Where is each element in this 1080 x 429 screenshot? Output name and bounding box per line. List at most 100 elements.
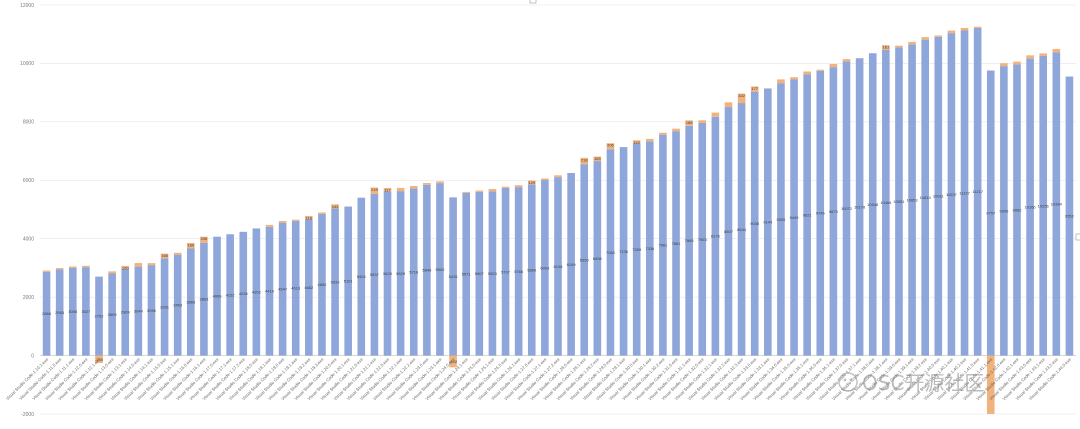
increase-bar xyxy=(396,187,405,192)
increase-bar xyxy=(68,266,77,268)
base-bar xyxy=(68,267,77,356)
base-value-label: 9757 xyxy=(986,211,996,216)
base-bar xyxy=(331,208,339,356)
increase-value-label: 177 xyxy=(751,86,758,91)
increase-value-label: 322 xyxy=(738,93,745,98)
base-bar xyxy=(383,191,392,356)
base-value-label: 10911 xyxy=(933,194,945,199)
y-tick-label: 0 xyxy=(31,353,34,359)
base-bar xyxy=(147,265,156,356)
increase-bar xyxy=(632,140,641,144)
base-bar xyxy=(934,36,943,356)
increase-bar xyxy=(108,271,116,274)
y-tick-label: 4000 xyxy=(23,237,34,243)
increase-bar xyxy=(1039,53,1048,56)
base-bar xyxy=(908,44,916,356)
watermark-logo-icon xyxy=(838,372,858,392)
base-bar xyxy=(868,53,877,356)
base-bar xyxy=(160,258,169,356)
base-bar xyxy=(95,276,103,356)
base-bar xyxy=(449,197,457,356)
increase-value-label: 110 xyxy=(633,140,640,145)
increase-bar xyxy=(554,175,562,178)
base-bar xyxy=(829,67,838,356)
increase-bar xyxy=(1026,55,1034,59)
base-bar xyxy=(855,58,864,356)
base-bar xyxy=(200,242,208,356)
increase-bar xyxy=(370,187,379,194)
base-value-label: 10464 xyxy=(880,200,892,205)
base-value-label: 5033 xyxy=(331,280,341,285)
base-bar xyxy=(226,234,234,356)
base-bar xyxy=(580,164,589,356)
decrease-bar xyxy=(95,355,103,364)
increase-value-label: 158 xyxy=(161,253,168,258)
increase-bar xyxy=(882,45,890,50)
increase-bar xyxy=(803,71,811,75)
increase-value-label: 185 xyxy=(686,120,693,125)
base-value-label: 10166 xyxy=(1025,205,1037,210)
increase-bar xyxy=(42,270,51,272)
base-bar xyxy=(645,141,654,356)
base-bar xyxy=(816,70,825,356)
base-bar xyxy=(724,107,733,356)
base-bar xyxy=(842,61,851,356)
base-value-label: 6550 xyxy=(580,257,590,262)
increase-bar xyxy=(436,181,444,184)
top-resize-handle[interactable] xyxy=(529,0,537,4)
base-bar xyxy=(737,103,746,356)
base-bar xyxy=(659,134,667,356)
base-value-label: 3005 xyxy=(68,309,78,314)
increase-bar xyxy=(842,59,851,62)
right-resize-handle[interactable] xyxy=(1075,233,1080,241)
base-bar xyxy=(777,83,785,356)
increase-bar xyxy=(134,263,143,267)
base-value-label: 6009 xyxy=(540,265,550,270)
increase-bar xyxy=(278,220,287,223)
base-value-label: 5737 xyxy=(501,269,511,274)
base-value-label: 5860 xyxy=(527,267,537,272)
base-bar xyxy=(305,219,313,356)
base-value-label: 6108 xyxy=(554,264,564,269)
base-bar xyxy=(790,79,798,356)
base-value-label: 6249 xyxy=(567,262,577,267)
increase-bar xyxy=(606,143,615,150)
base-value-label: 3331 xyxy=(160,304,170,309)
selection-handles[interactable] xyxy=(529,0,1080,241)
base-bar xyxy=(1065,76,1074,356)
base-value-label: 6658 xyxy=(593,256,603,261)
base-value-label: 5766 xyxy=(514,269,524,274)
increase-bar xyxy=(475,190,484,192)
base-value-label: 8176 xyxy=(711,234,721,239)
base-bar xyxy=(121,268,130,356)
base-bar xyxy=(541,180,549,356)
increase-bar xyxy=(462,191,471,193)
base-value-label: 5716 xyxy=(409,270,419,275)
base-bar xyxy=(475,191,484,356)
base-value-label: 10072 xyxy=(841,206,853,211)
increase-bar xyxy=(55,268,64,270)
increase-value-label: 205 xyxy=(607,143,614,148)
base-value-label: 7963 xyxy=(698,237,708,242)
base-bar xyxy=(895,47,903,356)
base-bar xyxy=(108,273,116,356)
increase-bar xyxy=(790,77,798,80)
increase-bar xyxy=(291,219,300,221)
base-value-label: 7681 xyxy=(672,241,682,246)
increase-bar xyxy=(409,185,418,189)
increase-bar xyxy=(514,185,523,188)
base-value-label: 9621 xyxy=(803,213,813,218)
base-bar xyxy=(265,226,274,356)
base-value-label: 5846 xyxy=(422,268,432,273)
base-bar xyxy=(1039,55,1048,356)
increase-bar xyxy=(383,187,392,192)
y-tick-label: 2000 xyxy=(23,295,34,301)
increase-bar xyxy=(1013,61,1021,65)
base-value-label: 9144 xyxy=(763,220,773,225)
base-bar xyxy=(986,70,995,356)
y-axis: -2000 0 2000 4000 6000 8000 10000 12000 xyxy=(20,3,34,418)
base-value-label: 11217 xyxy=(972,189,984,194)
base-value-label: 4352 xyxy=(252,290,262,295)
base-bar xyxy=(698,122,707,356)
decrease-bar xyxy=(986,355,995,414)
